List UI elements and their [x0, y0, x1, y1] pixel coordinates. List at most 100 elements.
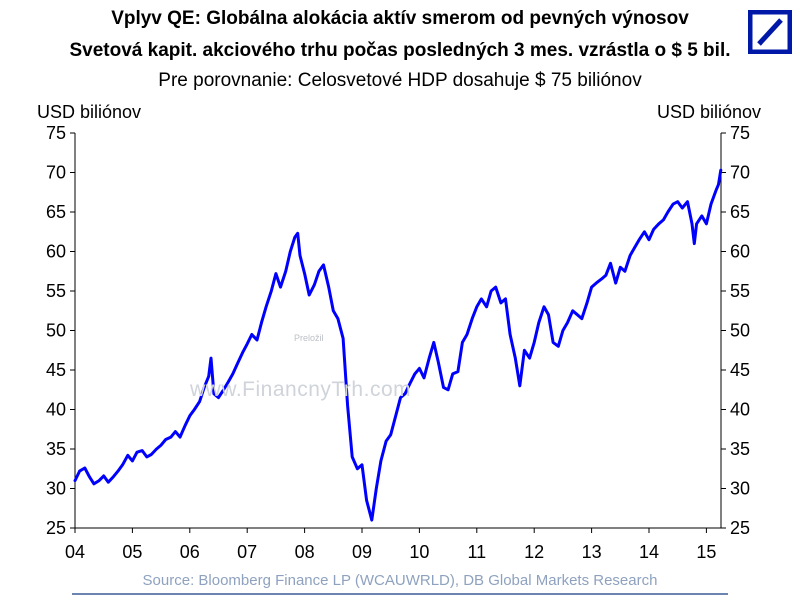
data-point — [533, 341, 535, 344]
data-point — [457, 370, 459, 373]
y-tick-label-right: 45 — [730, 360, 750, 380]
data-point — [461, 341, 464, 344]
data-point — [236, 362, 239, 365]
data-point — [78, 470, 81, 472]
data-point — [686, 200, 689, 203]
data-point — [121, 464, 124, 466]
data-point — [471, 317, 474, 320]
y-tick-label-right: 25 — [730, 518, 750, 538]
data-point — [552, 341, 554, 344]
data-point — [672, 203, 674, 205]
data-point — [538, 321, 540, 324]
data-point — [428, 357, 431, 359]
data-point — [423, 377, 425, 379]
x-tick-label: 11 — [467, 542, 486, 562]
data-point — [442, 386, 445, 389]
x-tick-label: 15 — [696, 542, 716, 562]
data-point — [375, 487, 378, 490]
data-point — [658, 223, 660, 225]
y-tick-label-right: 55 — [730, 281, 750, 301]
data-point — [327, 286, 330, 288]
data-point — [308, 294, 311, 296]
y-tick-label-left: 35 — [46, 439, 66, 459]
data-point — [275, 272, 277, 275]
data-point — [265, 306, 267, 308]
data-point — [514, 357, 517, 359]
data-point — [246, 343, 248, 345]
data-point — [408, 383, 411, 386]
data-point — [131, 460, 134, 462]
data-point — [581, 317, 583, 320]
data-point — [174, 430, 177, 433]
data-point — [720, 169, 722, 171]
data-point — [179, 436, 181, 438]
data-point — [648, 238, 650, 241]
y-tick-label-left: 70 — [46, 163, 66, 183]
y-tick-label-left: 65 — [46, 202, 66, 222]
y-tick-label-right: 70 — [730, 163, 750, 183]
bottom-divider — [72, 593, 728, 595]
y-tick-label-left: 60 — [46, 242, 66, 262]
data-point — [342, 337, 344, 340]
data-point — [141, 449, 143, 452]
data-point — [547, 313, 550, 316]
x-tick-label: 13 — [582, 542, 602, 562]
data-point — [466, 333, 468, 336]
data-point — [528, 357, 531, 359]
y-tick-label-left: 55 — [46, 281, 66, 301]
data-point — [691, 223, 693, 225]
data-point — [643, 231, 646, 233]
x-tick-label: 14 — [639, 542, 659, 562]
chart-title-line-1: Vplyv QE: Globálna alokácia aktív smerom… — [111, 8, 689, 29]
y-tick-label-left: 30 — [46, 479, 66, 499]
data-point — [590, 286, 593, 288]
data-point — [346, 404, 349, 407]
data-point — [217, 396, 220, 399]
chart-title-line-3: Pre porovnanie: Celosvetové HDP dosahuje… — [158, 70, 642, 91]
data-point — [586, 302, 588, 304]
data-point — [207, 375, 210, 378]
y-ticks-right: 25 30 35 40 45 50 55 60 65 70 75 — [721, 123, 750, 538]
data-point — [662, 219, 665, 221]
y-tick-label-right: 35 — [730, 439, 750, 459]
data-point — [557, 345, 560, 348]
data-point — [509, 333, 511, 336]
data-point — [701, 215, 703, 217]
data-point — [150, 453, 153, 456]
data-point — [715, 189, 717, 191]
x-tick-label: 08 — [295, 542, 315, 562]
data-point — [667, 211, 669, 213]
data-point — [318, 270, 320, 273]
data-point — [624, 270, 626, 273]
y-tick-label-right: 60 — [730, 242, 750, 262]
y-tick-label-right: 30 — [730, 479, 750, 499]
data-point — [389, 434, 392, 436]
data-point — [303, 272, 306, 275]
y-tick-label-left: 50 — [46, 321, 66, 341]
deutsche-bank-logo-icon — [748, 10, 792, 54]
data-point — [485, 306, 488, 308]
data-point — [332, 310, 335, 312]
data-point — [146, 456, 148, 458]
data-point — [294, 236, 296, 239]
x-tick-label: 09 — [352, 542, 372, 562]
x-tick-label: 04 — [65, 542, 85, 562]
data-point — [500, 302, 502, 304]
data-point — [629, 254, 631, 257]
data-point — [198, 400, 201, 403]
data-point — [84, 467, 86, 469]
data-point — [112, 475, 115, 478]
y-tick-label-left: 45 — [46, 360, 66, 380]
x-tick-label: 12 — [524, 542, 544, 562]
data-point — [437, 361, 440, 363]
y-tick-label-right: 65 — [730, 202, 750, 222]
data-point — [433, 341, 435, 344]
data-point — [394, 416, 397, 419]
y-tick-label-right: 40 — [730, 400, 750, 420]
data-point — [543, 306, 545, 308]
data-point — [270, 290, 273, 292]
data-point — [107, 481, 110, 484]
y-ticks-left: 25 30 35 40 45 50 55 60 65 70 75 — [46, 123, 75, 538]
data-point — [447, 389, 449, 391]
